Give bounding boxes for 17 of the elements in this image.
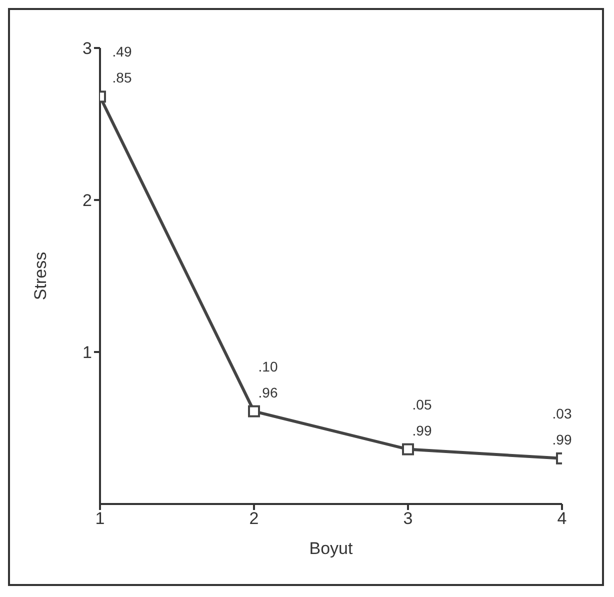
annotation: .03 bbox=[552, 405, 572, 422]
y-tick-label: 1 bbox=[82, 343, 92, 362]
y-axis-title: Stress bbox=[31, 252, 50, 300]
annotation: .99 bbox=[552, 431, 572, 448]
x-tick-label: 2 bbox=[249, 509, 259, 528]
x-tick-label: 1 bbox=[95, 509, 105, 528]
annotation: .05 bbox=[412, 396, 432, 412]
annotation: .10 bbox=[258, 358, 278, 374]
y-tick-label: 3 bbox=[82, 39, 92, 58]
x-tick-label: 4 bbox=[557, 509, 567, 528]
annotation: .96 bbox=[258, 384, 278, 400]
annotation: .49 bbox=[112, 44, 132, 60]
x-tick-label: 3 bbox=[403, 509, 413, 528]
annotation: .99 bbox=[412, 422, 432, 438]
x-axis-title: Boyut bbox=[309, 539, 354, 558]
annotation: .85 bbox=[112, 70, 132, 86]
y-tick-label: 2 bbox=[82, 191, 92, 210]
